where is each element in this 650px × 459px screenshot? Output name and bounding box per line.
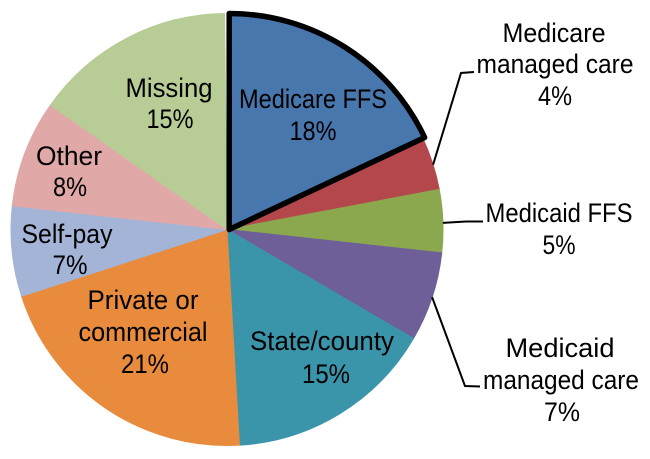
svg-text:21%: 21% <box>121 349 169 379</box>
svg-text:7%: 7% <box>53 250 88 280</box>
svg-text:8%: 8% <box>53 172 87 202</box>
svg-text:Private or: Private or <box>88 285 199 315</box>
svg-text:18%: 18% <box>290 116 337 146</box>
svg-text:Medicare FFS: Medicare FFS <box>239 84 387 114</box>
svg-text:Self-pay: Self-pay <box>22 219 113 249</box>
svg-text:managed care: managed care <box>483 365 639 395</box>
svg-text:15%: 15% <box>147 104 194 134</box>
svg-text:Medicaid FFS: Medicaid FFS <box>486 198 633 228</box>
svg-text:4%: 4% <box>538 81 572 111</box>
svg-text:Medicaid: Medicaid <box>506 333 615 363</box>
svg-text:15%: 15% <box>302 359 350 389</box>
svg-text:Missing: Missing <box>126 73 213 103</box>
svg-text:commercial: commercial <box>79 317 208 347</box>
svg-text:7%: 7% <box>544 397 580 427</box>
svg-text:5%: 5% <box>543 230 576 260</box>
svg-text:managed care: managed care <box>477 49 634 79</box>
svg-text:Other: Other <box>36 141 102 171</box>
svg-text:State/county: State/county <box>250 326 394 356</box>
svg-text:Medicare: Medicare <box>503 18 606 48</box>
